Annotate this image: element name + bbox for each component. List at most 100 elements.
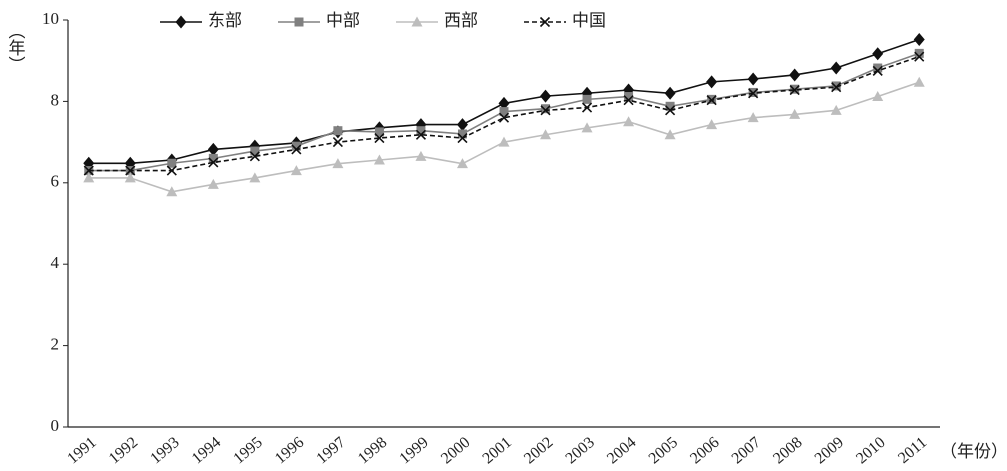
marker bbox=[873, 63, 883, 73]
marker bbox=[456, 118, 468, 132]
marker bbox=[914, 51, 925, 62]
marker bbox=[498, 96, 510, 110]
marker bbox=[498, 112, 510, 123]
marker bbox=[623, 95, 634, 106]
y-axis-label: （年） bbox=[6, 22, 26, 73]
marker bbox=[623, 116, 635, 127]
marker bbox=[540, 129, 552, 140]
legend-label: 中国 bbox=[572, 11, 606, 30]
x-tick-label: 1991 bbox=[64, 434, 99, 468]
marker bbox=[789, 108, 801, 119]
marker bbox=[541, 104, 551, 114]
marker bbox=[175, 15, 187, 29]
marker bbox=[540, 105, 551, 116]
legend-item: 中国 bbox=[524, 11, 606, 30]
marker bbox=[498, 136, 510, 147]
marker bbox=[167, 158, 177, 168]
series-line bbox=[88, 55, 920, 172]
y-tick-label: 0 bbox=[51, 416, 60, 435]
y-tick-label: 10 bbox=[42, 9, 59, 28]
marker bbox=[914, 48, 924, 58]
marker bbox=[457, 132, 468, 144]
marker bbox=[872, 65, 883, 76]
marker bbox=[166, 165, 177, 176]
marker bbox=[207, 142, 219, 156]
marker bbox=[208, 157, 219, 168]
marker bbox=[125, 165, 136, 176]
marker bbox=[664, 86, 676, 100]
x-tick-label: 2009 bbox=[812, 434, 847, 468]
marker bbox=[913, 76, 925, 87]
x-tick-label: 1995 bbox=[230, 434, 265, 468]
x-tick-label: 2005 bbox=[646, 434, 681, 468]
marker bbox=[540, 89, 552, 103]
x-tick-label: 1997 bbox=[313, 434, 348, 468]
legend-label: 中部 bbox=[326, 11, 360, 30]
marker bbox=[207, 178, 219, 189]
x-tick-label: 2001 bbox=[479, 434, 514, 468]
marker bbox=[415, 150, 427, 161]
legend-label: 西部 bbox=[444, 11, 478, 30]
marker bbox=[665, 105, 676, 116]
marker bbox=[747, 72, 759, 86]
x-tick-label: 1996 bbox=[272, 434, 307, 468]
marker bbox=[748, 88, 759, 99]
marker bbox=[291, 141, 301, 151]
marker bbox=[789, 68, 801, 82]
marker bbox=[373, 154, 385, 165]
marker bbox=[124, 172, 136, 183]
x-tick-label: 1992 bbox=[106, 434, 141, 468]
marker bbox=[830, 61, 842, 75]
marker bbox=[374, 127, 384, 137]
marker bbox=[374, 132, 385, 144]
marker bbox=[664, 129, 676, 140]
marker bbox=[294, 17, 304, 27]
legend-item: 西部 bbox=[396, 11, 478, 30]
marker bbox=[706, 119, 718, 130]
x-tick-label: 2011 bbox=[895, 434, 930, 467]
y-tick-label: 6 bbox=[51, 172, 60, 191]
marker bbox=[872, 91, 884, 102]
marker bbox=[581, 122, 593, 133]
marker bbox=[83, 172, 95, 183]
marker bbox=[415, 129, 427, 140]
y-tick-label: 4 bbox=[51, 253, 60, 272]
marker bbox=[208, 153, 218, 163]
marker bbox=[624, 92, 634, 102]
marker bbox=[831, 82, 842, 93]
x-tick-label: 1993 bbox=[147, 434, 182, 468]
marker bbox=[913, 33, 925, 47]
marker bbox=[665, 101, 675, 111]
x-tick-label: 2007 bbox=[729, 434, 764, 468]
marker bbox=[582, 94, 592, 104]
x-tick-label: 2004 bbox=[604, 434, 639, 468]
marker bbox=[411, 16, 423, 27]
marker bbox=[456, 158, 468, 169]
y-tick-label: 8 bbox=[51, 90, 60, 109]
legend-item: 东部 bbox=[160, 11, 242, 30]
marker bbox=[872, 47, 884, 61]
legend-item: 中部 bbox=[278, 11, 360, 30]
marker bbox=[332, 158, 344, 169]
x-tick-label: 2002 bbox=[521, 434, 556, 468]
x-tick-label: 1999 bbox=[396, 434, 431, 468]
marker bbox=[499, 107, 509, 117]
marker bbox=[706, 95, 717, 106]
marker bbox=[332, 137, 343, 148]
marker bbox=[249, 172, 261, 183]
marker bbox=[250, 146, 260, 156]
marker bbox=[539, 16, 551, 28]
y-tick-label: 2 bbox=[51, 335, 60, 354]
marker bbox=[581, 102, 593, 113]
x-tick-label: 1998 bbox=[355, 434, 390, 468]
x-tick-label: 2010 bbox=[853, 434, 888, 468]
marker bbox=[457, 129, 467, 139]
marker bbox=[291, 144, 302, 155]
marker bbox=[333, 126, 343, 136]
x-tick-label: 2000 bbox=[438, 434, 473, 468]
x-tick-label: 2006 bbox=[687, 434, 722, 468]
x-tick-label: 2003 bbox=[563, 434, 598, 468]
legend-label: 东部 bbox=[208, 11, 242, 30]
